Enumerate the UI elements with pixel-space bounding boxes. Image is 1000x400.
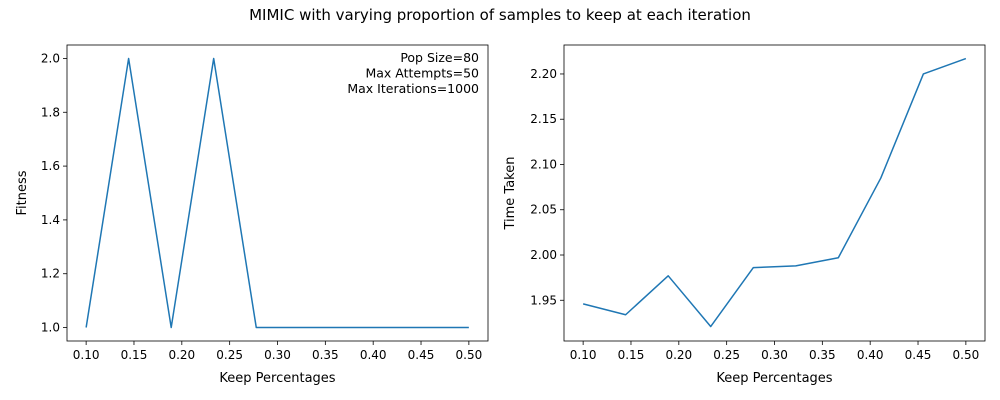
- y-tick-label: 1.2: [41, 267, 60, 281]
- x-tick-label: 0.25: [713, 348, 740, 362]
- y-tick-label: 2.0: [41, 51, 60, 65]
- x-tick-label: 0.10: [73, 348, 100, 362]
- y-axis-label: Time Taken: [503, 156, 518, 230]
- y-tick-label: 2.00: [530, 248, 557, 262]
- x-tick-label: 0.45: [905, 348, 932, 362]
- x-tick-label: 0.40: [857, 348, 884, 362]
- fitness-chart: 0.10 0.15 0.20 0.25 0.30 0.35 0.40 0.45 0.50 1.0 1…: [15, 44, 489, 386]
- y-tick-label: 1.0: [41, 321, 60, 335]
- x-tick-label: 0.35: [312, 348, 339, 362]
- x-tick-label: 0.50: [456, 348, 483, 362]
- y-tick-label: 2.15: [530, 112, 557, 126]
- series-line-0: [85, 57, 469, 329]
- x-tick-label: 0.30: [264, 348, 291, 362]
- x-tick-label: 0.45: [408, 348, 435, 362]
- y-tick-label: 1.8: [41, 105, 60, 119]
- time-taken-chart: 0.10 0.15 0.20 0.25 0.30 0.35 0.40 0.45 0.50 1.95…: [503, 44, 986, 386]
- x-tick-label: 0.20: [168, 348, 195, 362]
- annotation-line: Max Iterations=1000: [347, 81, 479, 96]
- x-tick-label: 0.25: [216, 348, 243, 362]
- annotation-line: Max Attempts=50: [365, 66, 479, 81]
- x-tick-label: 0.50: [953, 348, 980, 362]
- axes-frame: [563, 44, 986, 342]
- y-tick-label: 1.4: [41, 213, 60, 227]
- y-tick-label: 2.10: [530, 157, 557, 171]
- y-tick-label: 2.20: [530, 67, 557, 81]
- x-tick-label: 0.20: [665, 348, 692, 362]
- y-tick-label: 1.95: [530, 293, 557, 307]
- x-tick-label: 0.10: [570, 348, 597, 362]
- annotation-line: Pop Size=80: [400, 50, 479, 65]
- series-line-0: [582, 57, 967, 328]
- y-tick-label: 2.05: [530, 203, 557, 217]
- y-tick-label: 1.6: [41, 159, 60, 173]
- figure-title: MIMIC with varying proportion of samples…: [249, 6, 751, 24]
- x-tick-label: 0.15: [121, 348, 148, 362]
- x-tick-label: 0.40: [360, 348, 387, 362]
- x-tick-label: 0.30: [761, 348, 788, 362]
- x-axis-label: Keep Percentages: [219, 371, 335, 386]
- x-tick-label: 0.15: [618, 348, 645, 362]
- y-axis-label: Fitness: [15, 170, 30, 215]
- x-tick-label: 0.35: [809, 348, 836, 362]
- x-axis-label: Keep Percentages: [716, 371, 832, 386]
